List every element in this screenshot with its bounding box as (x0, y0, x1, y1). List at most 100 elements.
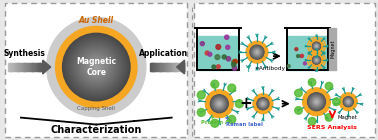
Bar (29, 63, 31, 71)
Circle shape (256, 51, 258, 53)
Bar (180, 63, 181, 71)
Circle shape (316, 46, 317, 47)
Circle shape (316, 101, 317, 102)
Circle shape (344, 97, 353, 106)
Circle shape (314, 44, 319, 49)
Circle shape (205, 90, 233, 118)
Bar (182, 63, 184, 71)
Circle shape (91, 62, 101, 72)
Circle shape (295, 48, 298, 51)
Circle shape (85, 56, 107, 78)
Circle shape (215, 100, 223, 108)
Circle shape (251, 46, 263, 58)
Bar (166, 63, 168, 71)
Circle shape (313, 57, 320, 63)
Circle shape (314, 58, 318, 62)
Bar (24, 63, 26, 71)
Circle shape (260, 101, 266, 107)
Circle shape (308, 117, 316, 125)
Circle shape (77, 48, 115, 86)
Bar (15, 63, 17, 71)
Circle shape (310, 95, 323, 108)
Circle shape (211, 80, 219, 88)
Circle shape (217, 101, 222, 107)
Circle shape (251, 46, 263, 58)
Circle shape (315, 100, 318, 103)
Bar (10, 63, 12, 71)
Circle shape (84, 54, 109, 80)
Bar (17, 63, 19, 71)
Bar (28, 63, 29, 71)
Bar (159, 63, 161, 71)
Circle shape (311, 96, 322, 107)
Bar (167, 63, 169, 71)
Bar (178, 63, 179, 71)
Bar (31, 63, 33, 71)
Bar (165, 63, 167, 71)
Circle shape (339, 93, 357, 111)
Circle shape (314, 99, 319, 105)
Circle shape (314, 57, 319, 63)
Circle shape (315, 59, 318, 61)
Bar (34, 63, 35, 71)
Circle shape (346, 100, 350, 104)
Circle shape (313, 43, 320, 50)
Circle shape (345, 99, 352, 105)
Circle shape (315, 59, 318, 62)
Circle shape (259, 100, 266, 107)
Circle shape (316, 59, 318, 61)
Circle shape (313, 42, 320, 50)
Circle shape (325, 114, 333, 121)
Circle shape (347, 101, 349, 103)
Circle shape (347, 100, 350, 103)
Circle shape (254, 50, 260, 55)
Circle shape (262, 102, 264, 105)
Circle shape (314, 58, 319, 62)
Circle shape (232, 60, 236, 64)
Bar (39, 63, 41, 71)
Text: =Antibody: =Antibody (254, 66, 285, 71)
Bar (174, 63, 176, 71)
Bar (329, 28, 336, 70)
Text: Application: Application (139, 49, 188, 58)
Bar (153, 63, 155, 71)
Circle shape (260, 101, 265, 106)
Circle shape (212, 97, 226, 111)
Circle shape (213, 97, 226, 110)
Circle shape (254, 49, 260, 55)
Circle shape (261, 102, 265, 106)
Circle shape (228, 84, 236, 92)
Text: Synthesis: Synthesis (4, 49, 46, 58)
Circle shape (311, 97, 322, 107)
Circle shape (226, 45, 230, 49)
Circle shape (261, 102, 265, 106)
Circle shape (308, 94, 324, 110)
Circle shape (92, 63, 100, 71)
Circle shape (254, 49, 260, 55)
Circle shape (310, 53, 324, 67)
Bar (173, 63, 175, 71)
Circle shape (262, 103, 264, 105)
Bar (8, 63, 10, 71)
Circle shape (255, 50, 259, 54)
Text: +: + (240, 96, 253, 111)
Circle shape (310, 39, 324, 53)
Circle shape (200, 42, 204, 46)
Circle shape (258, 99, 268, 109)
Bar (19, 63, 20, 71)
Circle shape (81, 51, 112, 83)
Circle shape (214, 99, 225, 109)
Circle shape (314, 57, 319, 63)
Circle shape (344, 98, 352, 106)
Circle shape (218, 103, 220, 105)
Text: Magnet: Magnet (337, 115, 357, 120)
Circle shape (252, 47, 262, 57)
Circle shape (343, 97, 353, 107)
Circle shape (345, 99, 351, 104)
Circle shape (235, 100, 243, 108)
Circle shape (258, 98, 268, 109)
Circle shape (68, 38, 125, 96)
Bar (152, 63, 154, 71)
Bar (156, 63, 157, 71)
Bar (155, 63, 156, 71)
